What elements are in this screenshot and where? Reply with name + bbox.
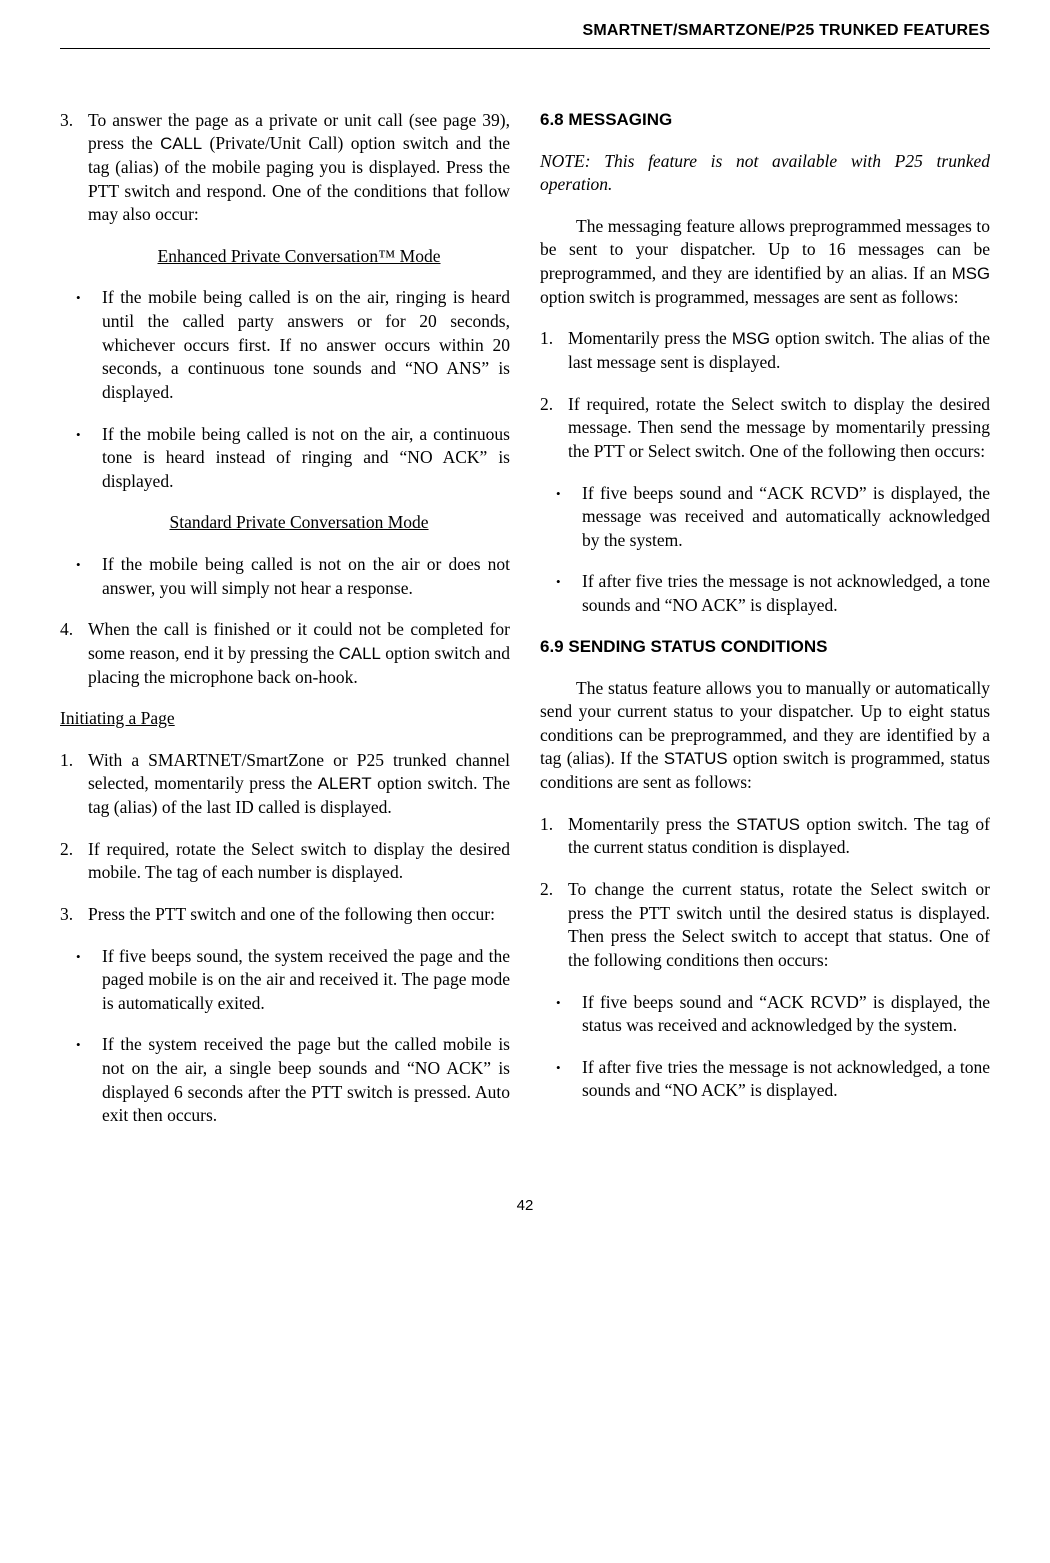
bullet-item: • If the system received the page but th… <box>76 1033 510 1128</box>
bullet-item: • If five beeps sound, the system receiv… <box>76 945 510 1016</box>
list-body: To change the current status, rotate the… <box>568 878 990 973</box>
page-header: SMARTNET/SMARTZONE/P25 TRUNKED FEATURES <box>60 20 990 49</box>
bullet-body: If the system received the page but the … <box>102 1033 510 1128</box>
list-number: 2. <box>60 838 88 885</box>
bullet-icon: • <box>76 286 102 404</box>
text: Momentarily press the <box>568 814 736 834</box>
paragraph: The status feature allows you to manuall… <box>540 677 990 795</box>
list-body: Momentarily press the MSG option switch.… <box>568 327 990 374</box>
list-body: Press the PTT switch and one of the foll… <box>88 903 510 927</box>
keyword: MSG <box>732 329 770 348</box>
list-number: 2. <box>540 393 568 464</box>
left-column: 3. To answer the page as a private or un… <box>60 109 510 1146</box>
section-heading: 6.8 MESSAGING <box>540 109 990 132</box>
text: The messaging feature allows preprogramm… <box>540 216 990 283</box>
list-number: 3. <box>60 109 88 227</box>
list-number: 3. <box>60 903 88 927</box>
list-item: 1. Momentarily press the STATUS option s… <box>540 813 990 860</box>
list-item: 3. Press the PTT switch and one of the f… <box>60 903 510 927</box>
text: Momentarily press the <box>568 328 732 348</box>
keyword: STATUS <box>664 749 728 768</box>
bullet-icon: • <box>76 553 102 600</box>
bullet-body: If five beeps sound and “ACK RCVD” is di… <box>582 482 990 553</box>
keyword: STATUS <box>736 815 800 834</box>
bullet-icon: • <box>76 423 102 494</box>
bullet-icon: • <box>556 570 582 617</box>
bullet-item: • If five beeps sound and “ACK RCVD” is … <box>556 991 990 1038</box>
bullet-body: If the mobile being called is not on the… <box>102 553 510 600</box>
list-number: 1. <box>60 749 88 820</box>
right-column: 6.8 MESSAGING NOTE: This feature is not … <box>540 109 990 1146</box>
bullet-body: If after five tries the message is not a… <box>582 570 990 617</box>
bullet-icon: • <box>556 482 582 553</box>
bullet-icon: • <box>76 945 102 1016</box>
bullet-body: If after five tries the message is not a… <box>582 1056 990 1103</box>
bullet-item: • If the mobile being called is not on t… <box>76 423 510 494</box>
subheading: Initiating a Page <box>60 707 510 731</box>
list-number: 2. <box>540 878 568 973</box>
mode-heading: Standard Private Conversation Mode <box>88 511 510 535</box>
list-item: 1. Momentarily press the MSG option swit… <box>540 327 990 374</box>
keyword: MSG <box>952 264 990 283</box>
list-body: To answer the page as a private or unit … <box>88 109 510 227</box>
keyword: CALL <box>160 134 202 153</box>
list-body: If required, rotate the Select switch to… <box>88 838 510 885</box>
list-number: 4. <box>60 618 88 689</box>
bullet-item: • If the mobile being called is not on t… <box>76 553 510 600</box>
text: option switch is programmed, messages ar… <box>540 287 958 307</box>
list-body: Momentarily press the STATUS option swit… <box>568 813 990 860</box>
list-body: If required, rotate the Select switch to… <box>568 393 990 464</box>
bullet-item: • If the mobile being called is on the a… <box>76 286 510 404</box>
mode-heading: Enhanced Private Conversation™ Mode <box>88 245 510 269</box>
list-item: 3. To answer the page as a private or un… <box>60 109 510 227</box>
list-item: 2. If required, rotate the Select switch… <box>60 838 510 885</box>
keyword: ALERT <box>318 774 372 793</box>
list-number: 1. <box>540 327 568 374</box>
section-heading: 6.9 SENDING STATUS CONDITIONS <box>540 636 990 659</box>
list-item: 2. If required, rotate the Select switch… <box>540 393 990 464</box>
bullet-body: If the mobile being called is on the air… <box>102 286 510 404</box>
list-item: 2. To change the current status, rotate … <box>540 878 990 973</box>
list-body: With a SMARTNET/SmartZone or P25 trunked… <box>88 749 510 820</box>
bullet-body: If the mobile being called is not on the… <box>102 423 510 494</box>
paragraph: The messaging feature allows preprogramm… <box>540 215 990 310</box>
list-item: 1. With a SMARTNET/SmartZone or P25 trun… <box>60 749 510 820</box>
list-body: When the call is finished or it could no… <box>88 618 510 689</box>
bullet-body: If five beeps sound and “ACK RCVD” is di… <box>582 991 990 1038</box>
bullet-item: • If after five tries the message is not… <box>556 1056 990 1103</box>
page-number: 42 <box>60 1196 990 1216</box>
list-number: 1. <box>540 813 568 860</box>
content-columns: 3. To answer the page as a private or un… <box>60 109 990 1146</box>
bullet-icon: • <box>556 1056 582 1103</box>
keyword: CALL <box>339 644 381 663</box>
bullet-item: • If five beeps sound and “ACK RCVD” is … <box>556 482 990 553</box>
bullet-icon: • <box>76 1033 102 1128</box>
bullet-body: If five beeps sound, the system received… <box>102 945 510 1016</box>
list-item: 4. When the call is finished or it could… <box>60 618 510 689</box>
note: NOTE: This feature is not available with… <box>540 150 990 197</box>
bullet-item: • If after five tries the message is not… <box>556 570 990 617</box>
bullet-icon: • <box>556 991 582 1038</box>
